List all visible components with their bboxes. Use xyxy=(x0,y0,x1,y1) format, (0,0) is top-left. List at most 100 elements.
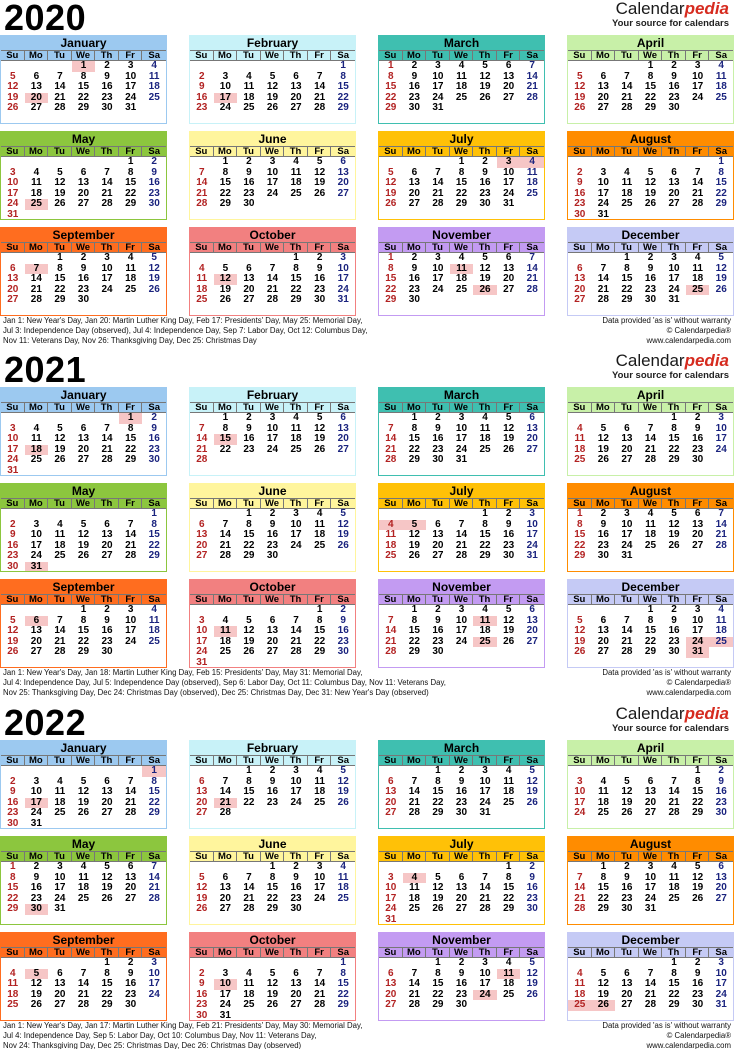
day-cell: 28 xyxy=(644,999,657,1010)
day-cell: 31 xyxy=(479,807,491,818)
month-may: May Su Mo Tu We Th Fr Sa 1 2 3 4 5 6 7 8 9 10 11 12 13 14 15 16… xyxy=(0,836,167,925)
weekday-label: We xyxy=(261,403,285,412)
day-cell: 12 xyxy=(148,262,160,274)
day-cell: 8 xyxy=(340,70,346,82)
day-cell: 26 xyxy=(408,550,420,561)
day-cell: 29 xyxy=(574,550,586,561)
day-cell: 12 xyxy=(77,786,90,797)
day-cell: 23 xyxy=(337,635,349,647)
day-cell: 26 xyxy=(314,187,326,199)
day-cell: 21 xyxy=(668,796,680,808)
day-cell: 12 xyxy=(101,871,113,883)
weekday-label: Th xyxy=(473,51,497,60)
empty-day xyxy=(190,61,214,72)
day-grid: 1 2 3 4 5 6 7 8 9 10 11 12 13 14 15 16 17 18 19 20 21 22 23 24 2… xyxy=(568,60,733,114)
day-cell: 25 xyxy=(54,807,66,818)
day-cell: 20 xyxy=(101,539,113,551)
day-cell: 25 xyxy=(337,892,349,904)
day-cell: 29 xyxy=(266,903,279,914)
day-cell: 28 xyxy=(432,198,444,209)
day-cell: 18 xyxy=(692,273,704,284)
day-grid: 1 2 3 4 5 6 7 8 9 10 11 12 13 14 15 16 17 18 19 20 21 22 23 24 2… xyxy=(1,508,166,571)
day-cell: 30 xyxy=(290,903,302,914)
day-cell: 16 xyxy=(77,273,90,284)
weekday-label: We xyxy=(639,403,663,412)
day-cell: 21 xyxy=(644,988,657,1000)
day-cell: 26 xyxy=(54,198,66,209)
day-cell: 8 xyxy=(411,614,418,626)
weekday-header: Su Mo Tu We Th Fr Sa xyxy=(1,851,166,862)
weekday-label: Fr xyxy=(119,948,143,957)
empty-day xyxy=(379,958,403,969)
day-cell: 12 xyxy=(385,177,397,188)
weekday-label: Th xyxy=(473,948,497,957)
day-cell: 24 xyxy=(7,198,19,209)
day-cell: 11 xyxy=(31,177,42,188)
empty-day xyxy=(95,509,119,520)
day-cell: 20 xyxy=(101,796,113,808)
day-cell: 12 xyxy=(266,978,279,989)
day-grid: 1 2 3 4 5 6 7 8 9 10 11 12 13 14 15 16 17 18 19 20 21 22 23 24 2… xyxy=(379,252,544,306)
empty-day xyxy=(1,958,25,969)
weekday-label: Mo xyxy=(592,403,616,412)
day-cell: 15 xyxy=(432,978,444,989)
weekday-label: We xyxy=(450,243,474,252)
weekday-label: Mo xyxy=(592,147,616,156)
day-cell: 15 xyxy=(574,529,586,540)
day-cell: 23 xyxy=(77,283,90,295)
day-cell: 12 xyxy=(668,518,680,530)
weekday-label: Sa xyxy=(148,242,161,253)
day-cell: 17 xyxy=(432,81,444,92)
day-cell: 31 xyxy=(668,294,680,305)
day-cell: 30 xyxy=(7,817,19,829)
day-cell: 14 xyxy=(266,273,279,284)
weekday-label: Mo xyxy=(403,243,427,252)
day-cell: 11 xyxy=(337,871,349,883)
day-cell: 14 xyxy=(54,625,66,636)
day-cell: 24 xyxy=(668,283,680,295)
month-title: August xyxy=(568,484,733,498)
weekday-label: Fr xyxy=(497,852,521,861)
day-grid: 1 2 3 4 5 6 7 8 9 10 11 12 13 14 15 16 17 18 19 20 21 22 23 24 2… xyxy=(379,412,544,466)
weekday-label: Su xyxy=(568,948,592,957)
day-cell: 13 xyxy=(385,786,397,797)
empty-day xyxy=(379,605,403,616)
day-cell: 2 xyxy=(104,604,110,615)
day-cell: 30 xyxy=(574,208,586,220)
weekday-label: Tu xyxy=(615,756,639,765)
weekday-label: Tu xyxy=(615,852,639,861)
empty-day xyxy=(48,413,72,424)
day-cell: 30 xyxy=(526,903,538,914)
weekday-label: Fr xyxy=(308,595,332,604)
weekday-label: Sa xyxy=(715,755,728,766)
day-cell: 2 xyxy=(435,604,441,615)
day-cell: 21 xyxy=(408,796,420,808)
day-cell: 1 xyxy=(80,604,87,615)
day-cell: 22 xyxy=(266,892,279,904)
day-cell: 23 xyxy=(266,796,279,808)
day-cell: 3 xyxy=(199,614,205,626)
day-cell: 17 xyxy=(266,177,279,188)
day-cell: 3 xyxy=(600,166,607,178)
day-cell: 23 xyxy=(408,283,420,295)
weekday-label: Fr xyxy=(686,147,710,156)
day-cell: 10 xyxy=(479,775,491,787)
weekday-label: We xyxy=(450,403,474,412)
day-cell: 1 xyxy=(246,765,252,776)
holiday-day-cell: 1 xyxy=(118,412,143,424)
day-cell: 11 xyxy=(148,614,160,626)
day-cell: 10 xyxy=(148,967,160,979)
day-cell: 10 xyxy=(479,967,491,979)
weekday-label: Mo xyxy=(25,51,49,60)
day-cell: 16 xyxy=(432,433,444,444)
empty-day xyxy=(25,253,49,264)
day-cell: 16 xyxy=(692,433,704,444)
day-cell: 29 xyxy=(479,550,491,561)
day-cell: 12 xyxy=(526,775,538,787)
empty-day xyxy=(615,61,639,72)
day-cell: 2 xyxy=(10,518,16,530)
empty-day xyxy=(48,605,72,616)
day-cell: 27 xyxy=(644,807,657,818)
empty-day xyxy=(214,61,238,72)
day-cell: 4 xyxy=(293,156,299,167)
